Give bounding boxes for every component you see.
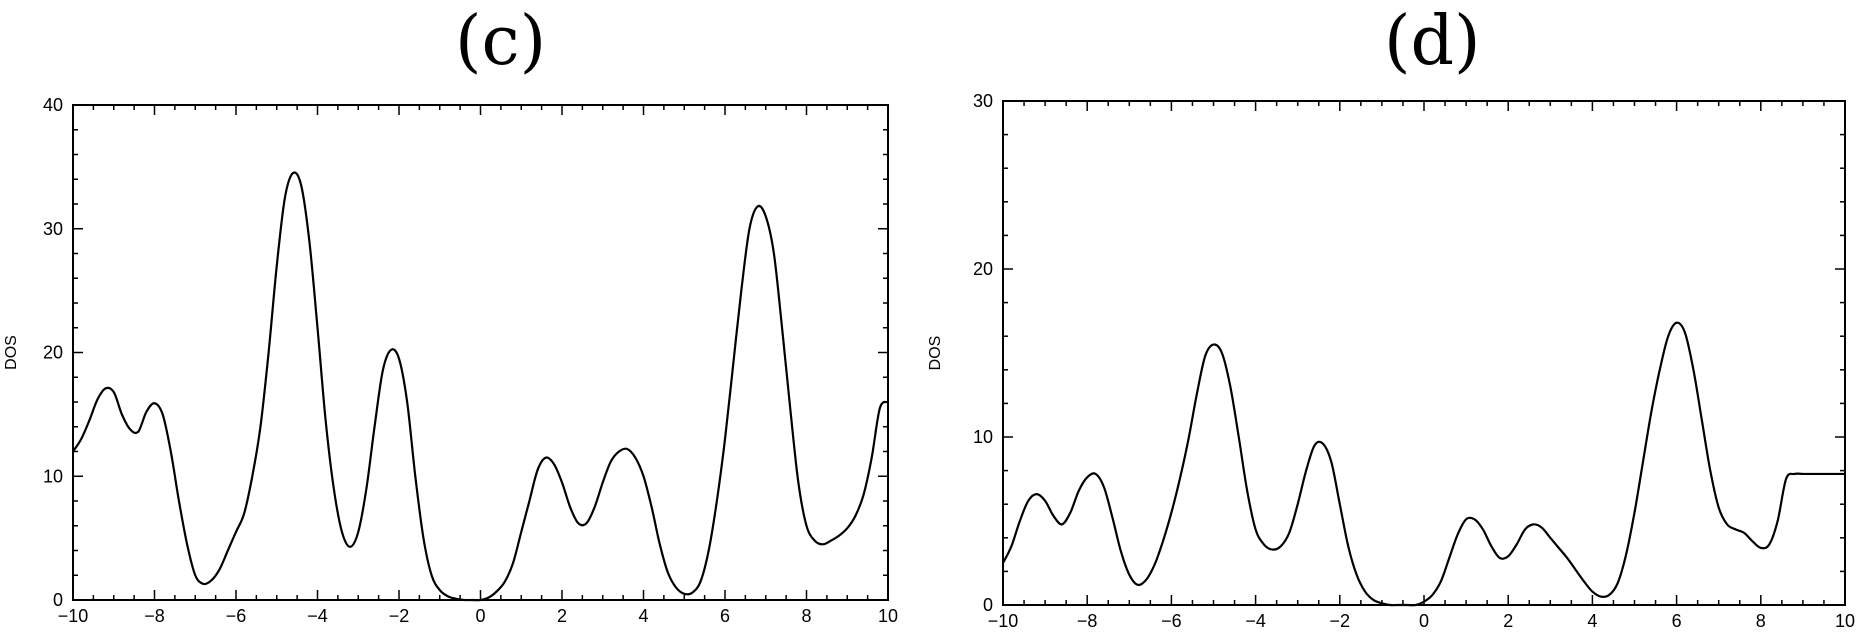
y-tick-label-d: 0 <box>983 595 993 615</box>
x-tick-label-c: 0 <box>475 606 485 626</box>
panel-d: −10 −8 −6 −4 −2 0 2 4 6 8 10 0 10 20 30 DOS <box>927 91 1855 631</box>
x-tick-label-d: 0 <box>1419 611 1429 631</box>
x-tick-label-d: 4 <box>1587 611 1597 631</box>
x-tick-label-d: −6 <box>1161 611 1182 631</box>
x-tick-label-c: 2 <box>557 606 567 626</box>
panel-c: −10 −8 −6 −4 −2 0 2 4 6 8 10 0 10 20 30 40 DOS <box>3 95 898 626</box>
plot-frame-c <box>72 104 889 601</box>
plot-frame-d <box>1002 100 1846 606</box>
x-tick-label-d: 2 <box>1503 611 1513 631</box>
y-axis-label-d: DOS <box>927 336 944 371</box>
dos-series-line-d <box>1002 321 1845 607</box>
y-tick-label-c: 10 <box>43 466 63 486</box>
y-tick-label-d: 10 <box>973 427 993 447</box>
y-tick-label-c: 20 <box>43 343 63 363</box>
x-tick-label-c: −2 <box>389 606 410 626</box>
x-tick-label-d: −10 <box>988 611 1019 631</box>
dos-series-line-c <box>72 171 889 602</box>
x-tick-label-c: −6 <box>226 606 247 626</box>
x-tick-label-d: −4 <box>1245 611 1266 631</box>
x-tick-label-d: 8 <box>1756 611 1766 631</box>
x-tick-label-c: 4 <box>638 606 648 626</box>
x-tick-label-d: 10 <box>1835 611 1855 631</box>
x-tick-label-d: −2 <box>1330 611 1351 631</box>
x-tick-label-d: 6 <box>1672 611 1682 631</box>
y-tick-label-d: 20 <box>973 259 993 279</box>
x-tick-label-d: −8 <box>1077 611 1098 631</box>
y-axis-label-c: DOS <box>3 335 20 370</box>
y-tick-label-c: 0 <box>53 590 63 610</box>
y-tick-label-c: 30 <box>43 219 63 239</box>
x-tick-label-c: −4 <box>307 606 328 626</box>
x-tick-label-c: 10 <box>878 606 898 626</box>
panel-d-title: (d) <box>1384 2 1481 81</box>
x-tick-label-c: −10 <box>58 606 89 626</box>
panel-c-title: (c) <box>455 2 547 81</box>
x-tick-label-c: 6 <box>720 606 730 626</box>
x-tick-label-c: −8 <box>144 606 165 626</box>
y-tick-label-d: 30 <box>973 91 993 111</box>
y-tick-label-c: 40 <box>43 95 63 115</box>
x-tick-label-c: 8 <box>801 606 811 626</box>
